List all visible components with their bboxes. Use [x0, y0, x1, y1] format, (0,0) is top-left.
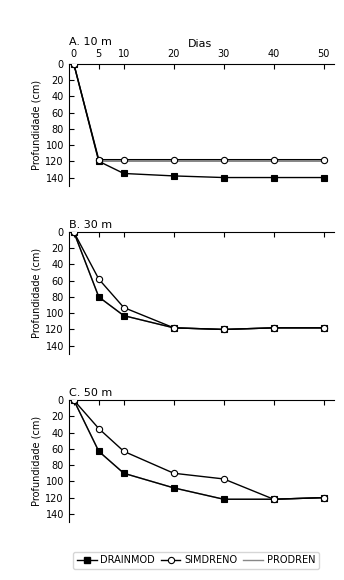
Text: Dias: Dias — [187, 39, 212, 49]
Y-axis label: Profundidade (cm): Profundidade (cm) — [31, 248, 41, 338]
Text: C. 50 m: C. 50 m — [69, 388, 112, 398]
Text: A. 10 m: A. 10 m — [69, 37, 112, 47]
Text: B. 30 m: B. 30 m — [69, 220, 112, 230]
Legend: DRAINMOD, SIMDRENO, PRODREN: DRAINMOD, SIMDRENO, PRODREN — [73, 552, 319, 570]
Y-axis label: Profundidade (cm): Profundidade (cm) — [31, 79, 41, 170]
Y-axis label: Profundidade (cm): Profundidade (cm) — [31, 416, 41, 506]
